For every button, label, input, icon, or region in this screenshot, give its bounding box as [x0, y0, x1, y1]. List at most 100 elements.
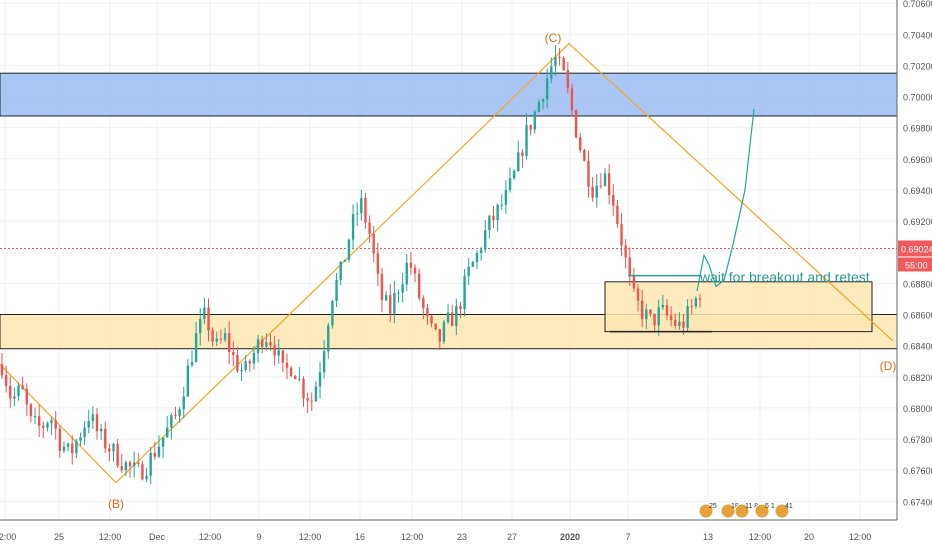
candle-body [219, 338, 223, 340]
candle-body [467, 266, 470, 276]
candle-body [29, 404, 33, 417]
candle-body [75, 440, 78, 454]
event-badge-1-count: 25 [709, 503, 717, 510]
candle-body [170, 415, 173, 428]
time-tick-label: 12:00 [849, 532, 872, 542]
candle-body [694, 298, 698, 307]
candle-body [401, 284, 404, 293]
candle-body [360, 198, 363, 214]
candle-body [492, 215, 495, 221]
time-tick-label: 7 [625, 532, 630, 542]
candle-body [351, 213, 355, 240]
candle-body [261, 339, 264, 347]
candle-body [62, 446, 66, 451]
candle-body [434, 323, 437, 330]
candle-body [450, 312, 454, 326]
candle-body [624, 245, 627, 258]
candle-body [310, 400, 313, 402]
candle-body [120, 466, 123, 471]
time-tick-label: 12:00 [749, 532, 772, 542]
overlay-layer: (B) (C) (D) wait for breakout and retest [108, 31, 896, 511]
candle-body [438, 329, 441, 342]
candle-body [579, 137, 582, 151]
candle-body [422, 298, 425, 309]
candle-body [426, 308, 429, 317]
candle-body [211, 330, 214, 342]
candle-body [190, 361, 194, 366]
candle-body [79, 437, 82, 441]
candle-body [331, 300, 334, 326]
candle-body [376, 253, 380, 274]
candle-body [335, 279, 338, 301]
candle-body [153, 452, 157, 457]
candle-body [393, 292, 396, 314]
candle-body [322, 351, 326, 373]
candle-body [484, 230, 487, 250]
candle-body [9, 385, 12, 399]
candle-body [46, 423, 49, 428]
candle-body [240, 370, 243, 372]
event-badge-2-count: 18 [731, 503, 739, 510]
candle-body [372, 233, 375, 254]
candle-body [529, 124, 532, 130]
event-badges: 25 18 11 8 5 1 41 [698, 503, 793, 519]
candle-body [252, 353, 256, 364]
candle-body [166, 427, 169, 438]
candle-body [496, 204, 499, 221]
candle-body [389, 295, 392, 314]
candle-body [603, 173, 607, 187]
candle-body [227, 333, 231, 353]
candle-body [128, 462, 132, 467]
candle-body [124, 462, 128, 471]
candle-body [314, 386, 318, 402]
candles-layer [0, 44, 702, 485]
candle-body [248, 361, 252, 364]
candle-body [132, 462, 136, 467]
candle-body [112, 444, 115, 452]
candle-body [512, 171, 516, 179]
candle-body [203, 307, 206, 319]
time-tick-label: 12:00 [99, 532, 122, 542]
candle-body [194, 333, 198, 362]
candle-body [517, 152, 520, 172]
candle-body [25, 389, 28, 405]
candle-body [71, 443, 74, 454]
candle-body [318, 372, 322, 387]
candle-body [145, 475, 148, 480]
time-tick-label: 13 [703, 532, 713, 542]
candle-body [665, 304, 669, 316]
candle-body [607, 173, 611, 195]
candle-body [157, 446, 161, 457]
candle-body [500, 204, 503, 206]
time-tick-label: 12:00 [199, 532, 222, 542]
candle-body [645, 309, 648, 320]
candle-body [277, 350, 280, 356]
time-tick-label: 12:00 [299, 532, 322, 542]
candle-body [186, 365, 190, 397]
candle-body [442, 321, 446, 342]
time-tick-label: 9 [256, 532, 261, 542]
candle-body [87, 421, 90, 428]
candle-body [269, 342, 272, 346]
candle-body [682, 321, 685, 328]
candle-body [669, 315, 673, 320]
candle-body [137, 462, 140, 464]
candle-body [141, 463, 144, 480]
event-badge-5-count: 41 [785, 503, 793, 510]
time-tick-label: 2020 [560, 532, 580, 542]
event-badge-3-count: 11 8 [745, 503, 758, 510]
candle-body [525, 124, 528, 157]
candle-body [99, 428, 103, 432]
time-axis[interactable]: 12:002512:00Dec12:00912:001612:002327202… [0, 519, 897, 542]
candle-body [446, 312, 450, 322]
candle-body [541, 99, 545, 102]
candle-body [459, 306, 462, 310]
time-tick-label: 27 [507, 532, 517, 542]
candle-body [343, 259, 347, 262]
